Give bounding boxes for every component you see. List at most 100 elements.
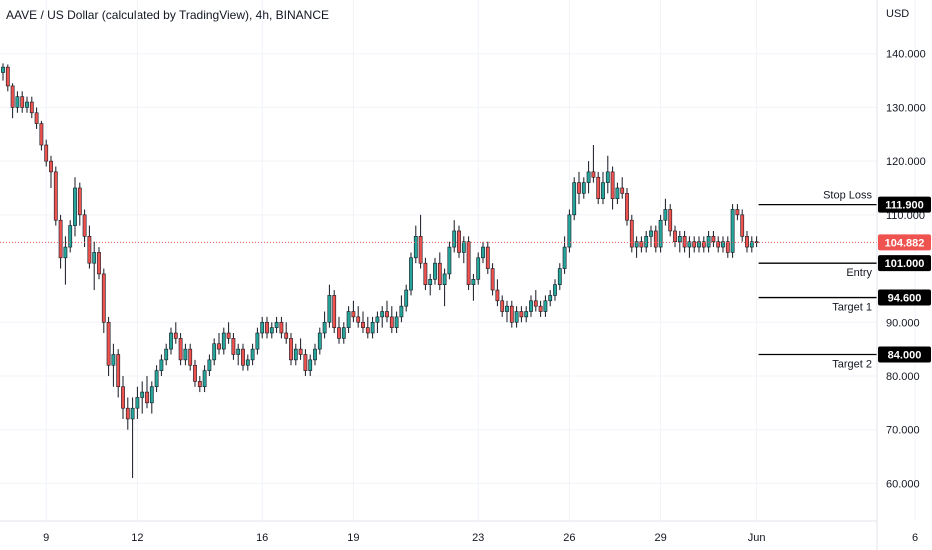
x-tick-label: 9 [43, 532, 49, 544]
candle-body [572, 182, 577, 216]
level-label: Entry [846, 267, 872, 279]
candle-body [39, 123, 44, 146]
candle-body [212, 343, 217, 361]
x-tick-label: 12 [131, 532, 143, 544]
candle-body [159, 359, 164, 371]
candle-body [356, 316, 361, 323]
candle-body [313, 348, 317, 361]
chart-title: AAVE / US Dollar (calculated by TradingV… [6, 8, 330, 22]
candle-body [658, 219, 663, 248]
candle-body [557, 268, 562, 285]
candle-body [629, 219, 634, 248]
candle-body [634, 241, 639, 248]
last-price-tag-bg [878, 234, 931, 251]
candle-body [97, 252, 101, 275]
candle-body [245, 359, 250, 366]
candle-body [548, 295, 553, 302]
candle-body [745, 236, 749, 248]
currency-label: USD [886, 8, 909, 20]
candle-body [668, 209, 673, 232]
candle-body [620, 187, 625, 194]
level-price-tag-bg [878, 346, 931, 363]
candle-body [82, 214, 87, 237]
candle-body [140, 391, 145, 398]
candle-body [341, 327, 346, 339]
candle-body [413, 236, 418, 259]
candle-body [10, 85, 15, 108]
last-price-tag: 104.882 [885, 237, 925, 249]
candle-body [577, 182, 581, 194]
candle-body [303, 354, 308, 371]
candle-body [221, 332, 226, 350]
candle-body [649, 230, 653, 237]
candle-body [601, 182, 605, 200]
candle-body [169, 332, 173, 350]
candle-body [418, 236, 423, 264]
candle-body [365, 327, 370, 334]
candle-body [322, 321, 327, 334]
candle-body [735, 209, 740, 216]
x-tick-label: 16 [256, 532, 268, 544]
candle-body [423, 262, 428, 285]
candle-body [740, 214, 745, 237]
candle-body [461, 241, 466, 253]
candle-body [1, 66, 5, 73]
candle-body [495, 289, 500, 302]
candle-body [447, 246, 452, 275]
candle-body [697, 241, 701, 248]
candle-body [53, 171, 58, 221]
candle-body [125, 407, 130, 420]
candle-body [58, 219, 63, 259]
candle-body [44, 144, 49, 162]
candle-body [481, 246, 485, 259]
candle-body [265, 321, 269, 334]
candle-body [380, 311, 385, 318]
x-tick-label: 6 [912, 532, 918, 544]
candle-body [428, 278, 433, 285]
candle-body [20, 96, 25, 108]
candle-body [706, 236, 711, 248]
candle-body [351, 311, 356, 318]
candle-body [226, 332, 231, 339]
candle-body [399, 305, 404, 318]
candle-body [533, 300, 538, 307]
level-price-tag-bg [878, 289, 931, 306]
candle-body [433, 262, 437, 280]
x-tick-label: 26 [563, 532, 575, 544]
candle-body [538, 305, 543, 312]
candle-body [231, 338, 236, 355]
level-label: Target 2 [832, 358, 872, 370]
y-tick-label: 70.000 [886, 425, 920, 437]
candle-body [178, 338, 183, 361]
candle-body [15, 96, 20, 108]
level-price-tag-bg [878, 196, 931, 213]
candle-body [197, 381, 202, 388]
candle-body [34, 112, 39, 124]
y-tick-label: 80.000 [886, 371, 920, 383]
candle-body [615, 187, 620, 200]
candle-body [250, 348, 255, 361]
candle-body [274, 321, 279, 328]
candle-body [173, 332, 178, 339]
candle-body [567, 214, 572, 248]
candle-body [92, 252, 97, 264]
candle-body [217, 343, 221, 350]
candle-body [101, 273, 106, 323]
x-tick-label: Jun [748, 532, 766, 544]
candle-body [29, 101, 34, 114]
candle-body [505, 305, 509, 312]
candle-body [260, 321, 265, 334]
candle-body [202, 370, 207, 388]
candle-body [701, 241, 706, 248]
candle-body [442, 273, 447, 285]
level-price-tag: 84.000 [888, 349, 922, 361]
candle-body [241, 348, 245, 366]
level-price-tag-bg [878, 255, 931, 272]
y-tick-label: 110.000 [886, 210, 925, 222]
candle-body [308, 359, 313, 371]
candle-body [154, 370, 159, 388]
candle-body [692, 241, 697, 248]
candle-body [509, 305, 514, 323]
